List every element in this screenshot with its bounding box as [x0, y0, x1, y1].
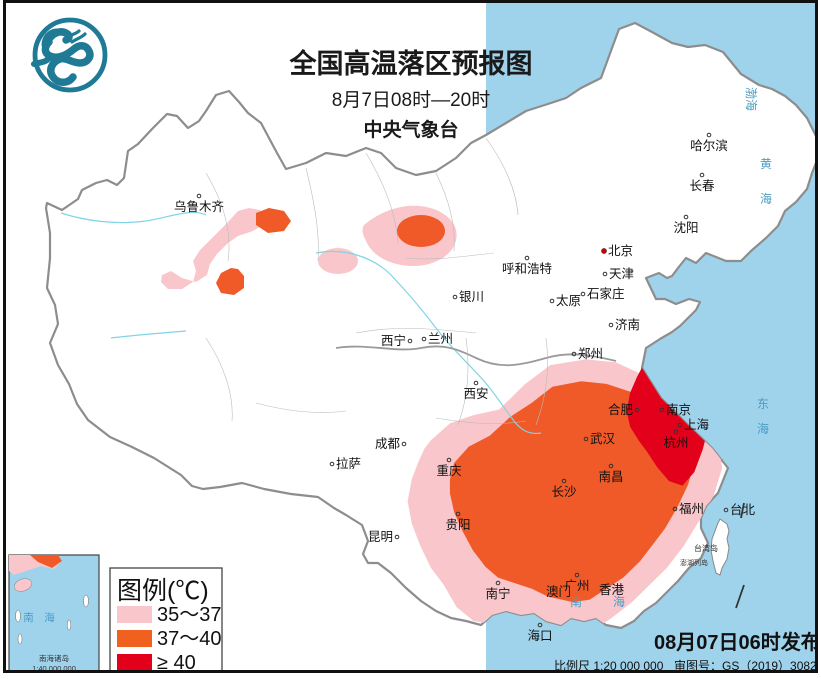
svg-text:重庆: 重庆: [436, 463, 462, 478]
svg-text:渤海: 渤海: [744, 87, 759, 111]
svg-text:8月7日08时—20时: 8月7日08时—20时: [332, 89, 490, 111]
svg-text:成都: 成都: [375, 437, 401, 451]
svg-text:郑州: 郑州: [578, 346, 603, 361]
svg-text:南 海: 南 海: [23, 611, 55, 624]
svg-text:长春: 长春: [689, 179, 715, 193]
svg-text:台湾岛: 台湾岛: [694, 543, 718, 553]
svg-text:≥ 40: ≥ 40: [157, 652, 196, 673]
svg-text:西安: 西安: [463, 386, 488, 401]
svg-text:西宁: 西宁: [381, 333, 406, 348]
svg-text:37～40: 37～40: [157, 628, 222, 650]
svg-text:南京: 南京: [666, 402, 691, 417]
svg-text:审图号：GS（2019）3082号: 审图号：GS（2019）3082号: [674, 658, 818, 673]
svg-text:澳门: 澳门: [546, 584, 571, 599]
svg-text:南: 南: [570, 594, 582, 609]
svg-text:贵阳: 贵阳: [445, 518, 470, 532]
svg-text:海: 海: [757, 421, 769, 436]
svg-text:武汉: 武汉: [590, 432, 616, 446]
svg-text:杭州: 杭州: [663, 435, 688, 450]
svg-text:哈尔滨: 哈尔滨: [690, 138, 728, 153]
svg-text:长沙: 长沙: [551, 485, 577, 499]
svg-text:南昌: 南昌: [598, 469, 623, 484]
svg-text:昆明: 昆明: [368, 530, 393, 544]
svg-text:海: 海: [613, 594, 625, 609]
svg-text:08月07日06时发布: 08月07日06时发布: [654, 630, 818, 654]
svg-text:天津: 天津: [609, 267, 634, 281]
svg-text:黄: 黄: [760, 157, 772, 171]
svg-text:比例尺 1:20 000 000: 比例尺 1:20 000 000: [554, 659, 664, 673]
svg-text:全国高温落区预报图: 全国高温落区预报图: [289, 48, 533, 79]
svg-text:合肥: 合肥: [608, 402, 634, 417]
svg-text:南宁: 南宁: [485, 586, 510, 601]
svg-text:银川: 银川: [459, 290, 484, 304]
svg-text:石家庄: 石家庄: [587, 286, 625, 301]
svg-text:北京: 北京: [608, 244, 633, 258]
svg-text:沈阳: 沈阳: [673, 220, 698, 235]
svg-text:海: 海: [760, 191, 772, 206]
svg-text:呼和浩特: 呼和浩特: [502, 261, 552, 276]
svg-text:澎湖列岛: 澎湖列岛: [680, 558, 708, 567]
svg-text:济南: 济南: [615, 317, 640, 332]
svg-text:海口: 海口: [527, 628, 552, 643]
svg-text:太原: 太原: [556, 293, 581, 308]
svg-text:乌鲁木齐: 乌鲁木齐: [174, 199, 225, 214]
svg-text:南海诸岛: 南海诸岛: [39, 653, 69, 663]
svg-text:东: 东: [757, 397, 769, 411]
svg-text:中央气象台: 中央气象台: [363, 118, 458, 141]
svg-text:1:40 000 000: 1:40 000 000: [32, 664, 76, 673]
svg-text:35～37: 35～37: [157, 604, 222, 626]
svg-text:上海: 上海: [684, 417, 710, 432]
svg-text:拉萨: 拉萨: [336, 456, 361, 471]
svg-text:福州: 福州: [679, 501, 704, 516]
svg-text:兰州: 兰州: [428, 332, 453, 346]
svg-text:图例(℃): 图例(℃): [117, 577, 209, 605]
